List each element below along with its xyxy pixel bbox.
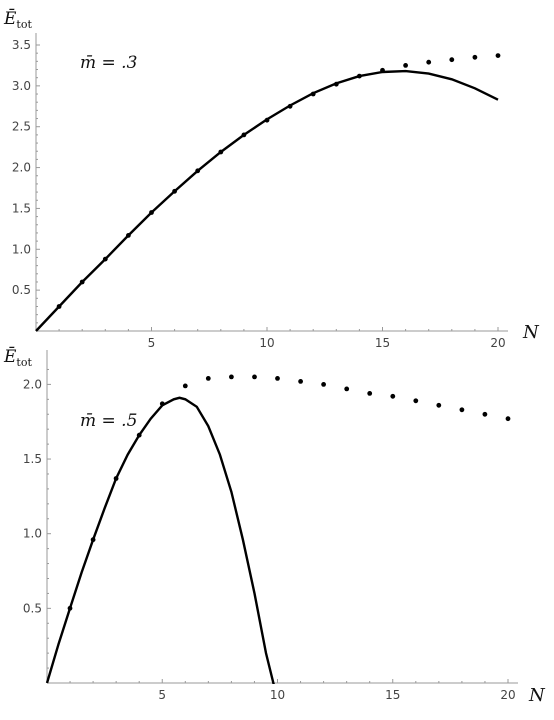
y-tick-label: 0.5 <box>23 601 42 615</box>
y-tick-label: 2.0 <box>23 377 42 391</box>
y-tick-label: 3.0 <box>12 79 31 93</box>
y-tick-label: 2.0 <box>12 161 31 175</box>
x-tick-label: 10 <box>270 688 285 702</box>
chart-panel-2: 5 10 15 20 0.5 1.0 1.5 2.0 Ētot Nm̄ = .5 <box>3 346 546 706</box>
x-tick-label: 10 <box>259 336 274 350</box>
data-point <box>229 374 234 380</box>
data-point <box>459 407 465 413</box>
y-axis-label: Ētot <box>3 346 32 369</box>
data-point <box>436 402 442 408</box>
data-point <box>390 393 396 399</box>
y-tick-label: 1.5 <box>12 201 31 215</box>
y-tick-label: 3.5 <box>12 38 31 52</box>
chart-panel-1: 5 10 15 20 0.5 1.0 1.5 2.0 2.5 3.0 3.5 Ētot Nm̄ = .3 <box>3 8 540 350</box>
x-tick-label: 20 <box>500 688 515 702</box>
x-axis-label: N <box>528 685 546 706</box>
fit-curve <box>45 396 275 684</box>
x-tick-label: 20 <box>490 336 505 350</box>
data-point <box>403 63 408 68</box>
data-point <box>182 383 188 389</box>
data-point <box>482 411 488 417</box>
x-axis-label: N <box>522 322 540 343</box>
mass-annotation: m̄ = .3 <box>80 53 137 73</box>
y-tick-label: 0.5 <box>12 283 31 297</box>
data-point <box>252 374 257 380</box>
x-tick-label: 5 <box>148 336 156 350</box>
data-point <box>205 376 211 381</box>
y-tick-label: 1.5 <box>23 452 42 466</box>
data-point <box>367 391 373 396</box>
data-point <box>472 54 478 60</box>
x-tick-label: 15 <box>375 336 390 350</box>
x-tick-label: 5 <box>158 688 166 702</box>
data-point <box>449 57 455 63</box>
fit-curve <box>35 69 499 332</box>
mass-annotation: m̄ = .5 <box>80 411 137 431</box>
y-tick-label: 1.0 <box>12 242 31 256</box>
y-axis-label: Ētot <box>3 8 32 31</box>
data-point <box>426 59 432 65</box>
data-point <box>495 53 501 58</box>
data-point <box>298 379 303 384</box>
data-point <box>413 398 419 404</box>
data-point <box>275 376 280 381</box>
x-tick-label: 15 <box>385 688 400 702</box>
data-point <box>505 416 511 422</box>
y-tick-label: 1.0 <box>23 527 42 541</box>
data-point <box>344 386 350 392</box>
y-tick-label: 2.5 <box>12 120 31 134</box>
data-point <box>321 382 326 387</box>
